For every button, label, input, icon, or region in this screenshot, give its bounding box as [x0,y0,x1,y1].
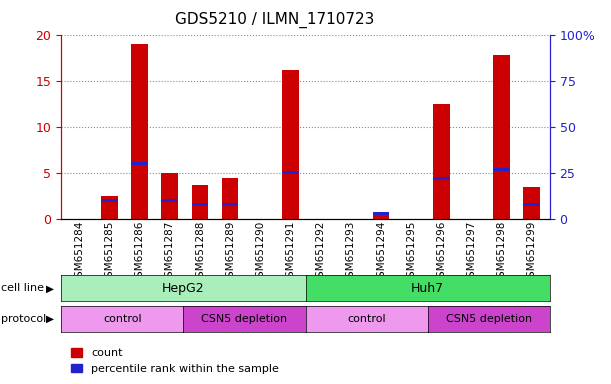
Bar [493,55,510,219]
Text: control: control [103,314,142,324]
Text: Huh7: Huh7 [411,282,444,295]
Bar [131,44,148,219]
Bar [433,104,450,219]
Bar [433,177,450,180]
Bar [373,212,389,215]
Text: GDS5210 / ILMN_1710723: GDS5210 / ILMN_1710723 [175,12,375,28]
Bar [282,171,299,174]
Legend: count, percentile rank within the sample: count, percentile rank within the sample [67,344,284,379]
Bar [524,187,540,219]
Text: HepG2: HepG2 [162,282,205,295]
Text: ▶: ▶ [46,314,54,324]
Bar [222,178,238,219]
Bar [161,199,178,202]
Bar [373,212,389,219]
Text: CSN5 depletion: CSN5 depletion [446,314,532,324]
Bar [192,185,208,219]
Text: CSN5 depletion: CSN5 depletion [202,314,287,324]
Bar [101,199,118,202]
Bar [131,162,148,165]
Bar [282,70,299,219]
Text: protocol: protocol [1,314,46,324]
Bar [524,202,540,206]
Bar [493,167,510,171]
Bar [161,173,178,219]
Text: ▶: ▶ [46,283,54,293]
Bar [101,196,118,219]
Text: control: control [347,314,386,324]
Bar [222,202,238,206]
Bar [192,202,208,206]
Text: cell line: cell line [1,283,44,293]
